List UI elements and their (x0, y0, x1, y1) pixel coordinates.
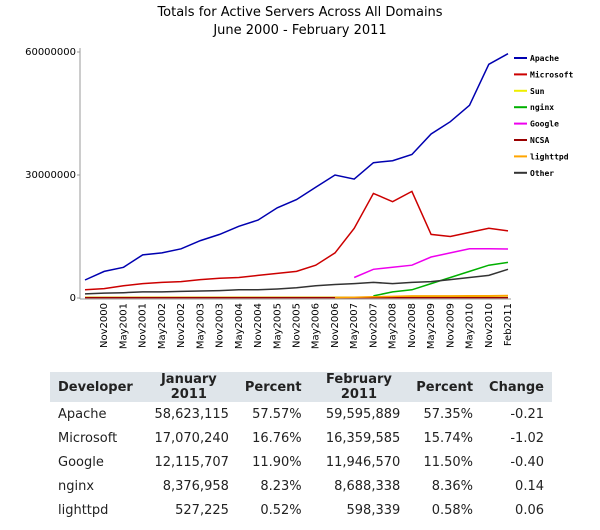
table-cell: 11,946,570 (325, 454, 401, 470)
table-cell: 12,115,707 (154, 454, 229, 470)
column-header: Percent (408, 372, 482, 402)
series-line (84, 190, 509, 291)
series-line (84, 268, 509, 295)
series-line (353, 248, 509, 279)
table-cell: Microsoft (58, 430, 118, 446)
table-cell: 11.90% (252, 454, 302, 470)
table-cell: -1.02 (510, 430, 544, 446)
x-tick-label: May2005 (272, 303, 283, 349)
legend-label: Other (530, 169, 554, 178)
table-cell: 527,225 (175, 502, 229, 518)
legend-label: NCSA (530, 136, 549, 145)
table-row: lighttpd 527,225 0.52% 598,339 0.58% 0.06 (50, 498, 552, 522)
table-cell: -0.21 (510, 406, 544, 422)
x-tick-label: May2001 (118, 303, 129, 349)
x-tick-label: May2002 (157, 303, 168, 349)
table-cell: 598,339 (346, 502, 401, 518)
table-cell: lighttpd (58, 502, 109, 518)
table-cell: 17,070,240 (154, 430, 229, 446)
table-cell: 57.35% (423, 406, 474, 422)
y-tick-label: 60000000 (25, 47, 76, 58)
table-cell: 58,623,115 (154, 406, 229, 422)
chart: Totals for Active Servers Across All Dom… (25, 5, 574, 349)
column-header: Change (481, 372, 552, 402)
table-row: Google 12,115,707 11.90% 11,946,570 11.50% -0… (50, 450, 552, 474)
table-cell: -0.40 (510, 454, 544, 470)
table-row: nginx 8,376,958 8.23% 8,688,338 8.36% 0.14 (50, 474, 552, 498)
x-tick-label: Nov2009 (445, 303, 456, 348)
table-cell: 59,595,889 (325, 406, 401, 422)
series-line (334, 294, 509, 299)
x-tick-label: Feb2011 (503, 303, 514, 346)
x-tick-label: Nov2000 (99, 303, 110, 348)
legend-label: Google (530, 120, 559, 129)
x-tick-label: May2004 (234, 303, 245, 349)
x-tick-label: Nov2005 (292, 303, 303, 348)
legend-label: nginx (530, 102, 554, 112)
x-tick-label: May2007 (349, 303, 360, 349)
legend-label: Apache (530, 54, 559, 63)
table-cell: 0.06 (515, 502, 544, 518)
table-cell: 8.36% (431, 478, 474, 494)
table-cell: 0.14 (515, 478, 544, 494)
table-row: Apache 58,623,115 57.57% 59,595,889 57.35% -0… (50, 402, 552, 426)
table-cell: Google (58, 454, 104, 470)
x-tick-label: May2006 (311, 303, 322, 349)
column-header: February 2011 (309, 372, 409, 402)
legend-label: lighttpd (530, 151, 569, 161)
table-cell: 0.58% (431, 502, 474, 518)
column-header: January 2011 (140, 372, 237, 402)
y-tick-label: 0 (70, 293, 76, 304)
x-tick-label: May2010 (465, 303, 476, 349)
chart-title: Totals for Active Servers Across All Dom… (156, 5, 442, 20)
x-tick-label: May2009 (426, 303, 437, 349)
server-table: Developer January 2011 Percent February 201… (50, 372, 552, 522)
x-tick-label: Nov2006 (330, 303, 341, 348)
table-cell: 57.57% (252, 406, 302, 422)
column-header: Percent (236, 372, 310, 402)
table-cell: 8.23% (260, 478, 302, 494)
table-cell: 8,376,958 (162, 478, 229, 494)
legend-label: Sun (530, 87, 545, 96)
table-cell: 0.52% (260, 502, 302, 518)
table-cell: 8,688,338 (334, 478, 401, 494)
x-tick-label: Nov2008 (407, 303, 418, 348)
y-tick-label: 30000000 (25, 170, 76, 181)
x-tick-label: Nov2007 (368, 303, 379, 348)
chart-subtitle: June 2000 - February 2011 (212, 23, 386, 38)
legend-label: Microsoft (530, 69, 574, 79)
table-row: Microsoft 17,070,240 16.76% 16,359,585 15.74… (50, 426, 552, 450)
x-tick-label: Nov2003 (215, 303, 226, 348)
x-tick-label: Nov2010 (484, 303, 495, 348)
x-tick-label: Nov2004 (253, 303, 264, 348)
x-tick-label: May2008 (388, 303, 399, 349)
table-cell: 11.50% (423, 454, 474, 470)
x-tick-label: Nov2001 (138, 303, 149, 348)
table-cell: 16,359,585 (325, 430, 401, 446)
x-tick-label: May2003 (195, 303, 206, 349)
x-tick-label: Nov2002 (176, 303, 187, 348)
series-line (84, 53, 509, 281)
table-cell: nginx (58, 478, 95, 494)
table-cell: Apache (58, 406, 107, 422)
table-cell: 16.76% (252, 430, 302, 446)
column-header: Developer (50, 372, 141, 402)
table-cell: 15.74% (423, 430, 474, 446)
